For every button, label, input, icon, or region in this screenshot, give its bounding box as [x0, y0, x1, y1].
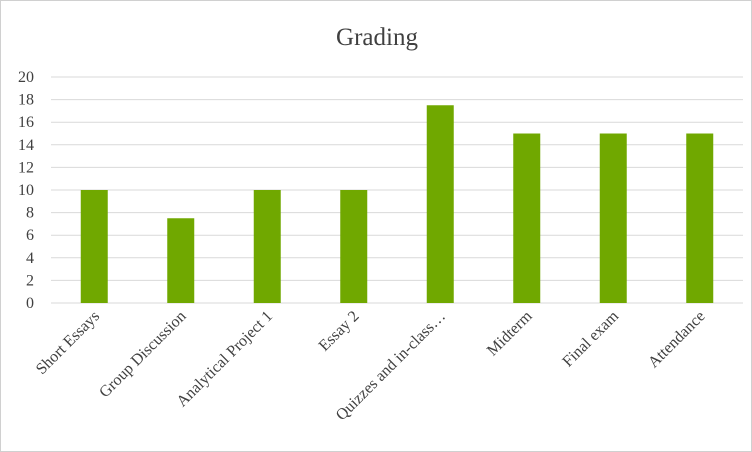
y-tick-label: 4 — [26, 250, 34, 267]
x-tick-label: Essay 2 — [316, 308, 363, 355]
y-tick-label: 16 — [18, 114, 34, 131]
y-axis: 0 2 4 6 8 10 12 14 16 18 20 — [18, 69, 34, 312]
y-tick-label: 6 — [26, 227, 34, 244]
y-tick-label: 2 — [26, 272, 34, 289]
bar — [686, 133, 714, 303]
gridlines — [51, 76, 743, 304]
bar — [253, 190, 281, 303]
y-tick-label: 12 — [18, 159, 34, 176]
y-tick-label: 14 — [18, 137, 34, 154]
x-tick-label: Attendance — [645, 308, 709, 372]
bar — [599, 133, 627, 303]
y-tick-label: 0 — [26, 295, 34, 312]
x-tick-label: Analytical Project 1 — [174, 308, 277, 411]
x-tick-label: Midterm — [484, 307, 536, 359]
x-tick-label: Group Discussion — [96, 308, 189, 401]
bar — [80, 190, 108, 303]
x-tick-label: Short Essays — [33, 308, 103, 378]
y-tick-label: 8 — [26, 205, 34, 222]
bars — [80, 105, 714, 303]
bar — [340, 190, 368, 303]
bar — [513, 133, 541, 303]
bar — [426, 105, 454, 303]
y-tick-label: 18 — [18, 92, 34, 109]
y-tick-label: 20 — [18, 69, 34, 86]
y-tick-label: 10 — [18, 182, 34, 199]
chart-title: Grading — [336, 24, 418, 51]
bar — [167, 218, 195, 303]
x-tick-label: Final exam — [559, 307, 622, 370]
